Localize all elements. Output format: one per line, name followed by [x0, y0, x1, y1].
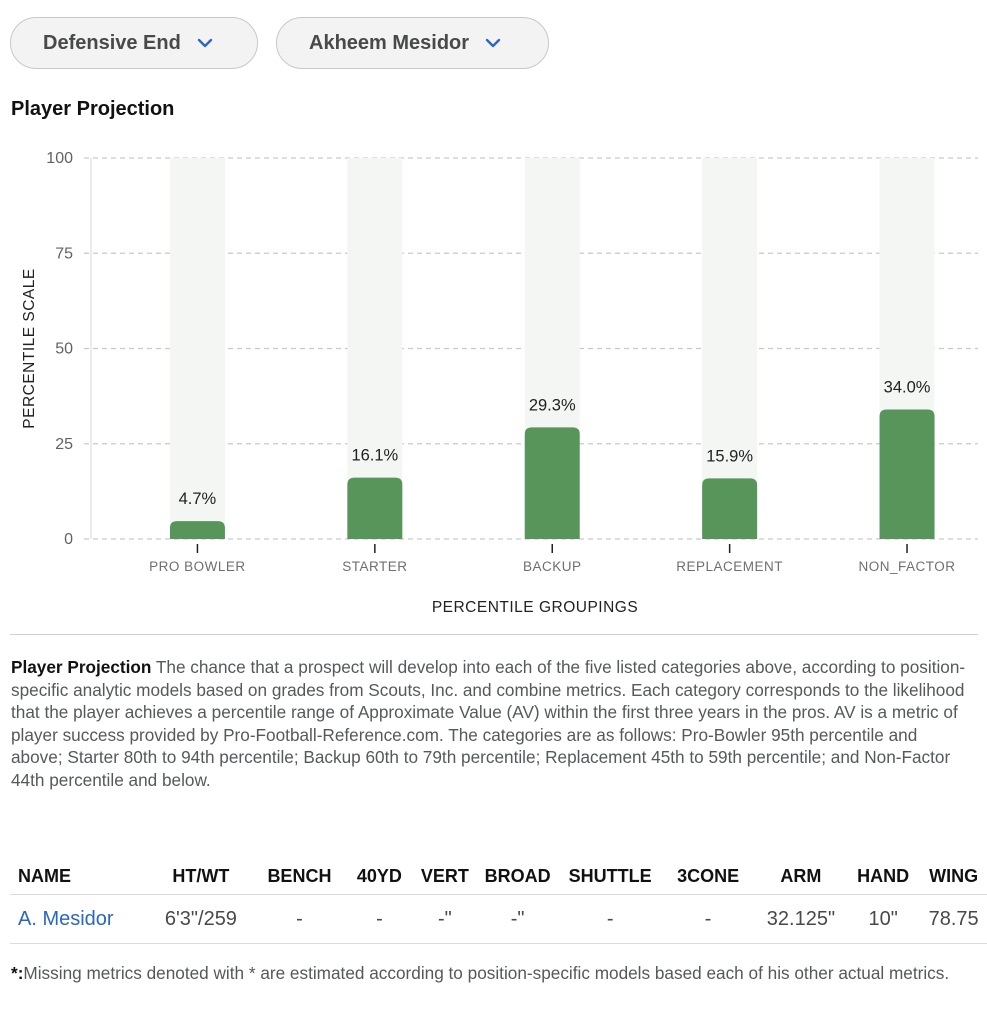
cell-name: A. Mesidor: [10, 894, 148, 944]
header-ht-wt: HT/WT: [147, 858, 255, 895]
chevron-down-icon: [197, 38, 213, 48]
cell-shuttle: -: [559, 894, 661, 944]
projection-description: Player Projection The chance that a pros…: [11, 656, 971, 791]
cell-vert: -": [414, 894, 476, 944]
cell-bench: -: [254, 894, 345, 944]
table-row: A. Mesidor 6'3"/259 - - -" -" - - 32.125…: [10, 894, 987, 944]
position-dropdown[interactable]: Defensive End: [10, 17, 258, 69]
header-hand: HAND: [846, 858, 921, 895]
x-tick-label: BACKUP: [523, 559, 582, 574]
bar: [524, 427, 580, 539]
projection-chart: 0 25 50 75 100 PERCENTILE SCALE 4.7% PRO BOWLER…: [21, 150, 978, 616]
divider: [10, 634, 978, 635]
data-label: 34.0%: [884, 378, 931, 396]
y-axis-title: PERCENTILE SCALE: [21, 268, 38, 428]
header-vert: VERT: [414, 858, 476, 895]
data-label: 29.3%: [529, 396, 576, 414]
bar: [702, 478, 758, 539]
x-tick-label: PRO BOWLER: [149, 559, 246, 574]
cell-broad: -": [475, 894, 560, 944]
table-header-row: NAME HT/WT BENCH 40YD VERT BROAD SHUTTLE…: [10, 858, 987, 895]
bar-track: [169, 158, 225, 539]
header-3cone: 3CONE: [660, 858, 756, 895]
bar: [169, 521, 225, 539]
cell-3cone: -: [660, 894, 756, 944]
header-40yd: 40YD: [344, 858, 415, 895]
chevron-down-icon: [485, 38, 501, 48]
bar-track: [702, 158, 758, 539]
data-label: 15.9%: [706, 447, 753, 465]
y-tick-label: 100: [46, 150, 73, 167]
x-axis-title: PERCENTILE GROUPINGS: [432, 599, 638, 616]
player-dropdown[interactable]: Akheem Mesidor: [276, 17, 549, 69]
x-tick-label: REPLACEMENT: [676, 559, 783, 574]
description-label: Player Projection: [11, 657, 152, 677]
y-tick-label: 50: [55, 341, 73, 358]
y-tick-label: 25: [55, 436, 73, 453]
y-tick-label: 75: [55, 245, 73, 262]
header-shuttle: SHUTTLE: [559, 858, 661, 895]
header-name: NAME: [10, 858, 148, 895]
x-tick-label: STARTER: [342, 559, 407, 574]
cell-arm: 32.125": [755, 894, 847, 944]
cell-wing: 78.75: [920, 894, 987, 944]
player-dropdown-label: Akheem Mesidor: [309, 31, 470, 54]
position-dropdown-label: Defensive End: [43, 31, 181, 54]
description-text: The chance that a prospect will develop …: [11, 657, 966, 790]
header-bench: BENCH: [254, 858, 345, 895]
footnote-text: Missing metrics denoted with * are estim…: [23, 963, 950, 983]
bar: [347, 477, 403, 539]
combine-metrics-table: NAME HT/WT BENCH 40YD VERT BROAD SHUTTLE…: [10, 858, 987, 944]
cell-40yd: -: [344, 894, 415, 944]
header-wing: WING: [920, 858, 987, 895]
cell-ht-wt: 6'3"/259: [147, 894, 255, 944]
header-arm: ARM: [755, 858, 847, 895]
header-broad: BROAD: [475, 858, 560, 895]
bar-track: [347, 158, 403, 539]
footnote-label: *:: [11, 963, 24, 983]
bar: [879, 409, 935, 539]
section-title: Player Projection: [11, 98, 175, 120]
data-label: 16.1%: [351, 447, 398, 465]
y-tick-label: 0: [64, 531, 73, 548]
footnote: *:Missing metrics denoted with * are est…: [11, 962, 976, 985]
filter-bar: Defensive End Akheem Mesidor: [10, 17, 549, 69]
data-label: 4.7%: [179, 490, 217, 508]
player-name-link[interactable]: A. Mesidor: [18, 907, 114, 930]
cell-hand: 10": [846, 894, 921, 944]
x-tick-label: NON_FACTOR: [859, 559, 956, 574]
